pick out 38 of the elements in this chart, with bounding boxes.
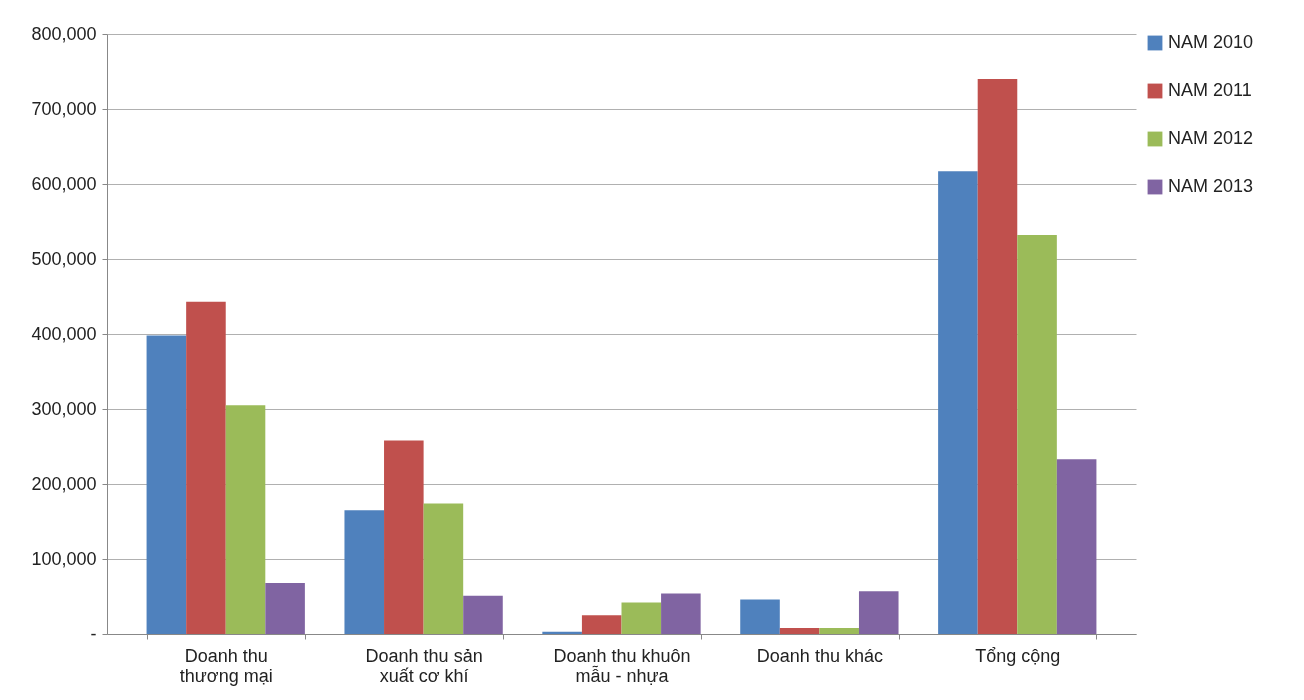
x-tick-label: Tổng cộng bbox=[975, 645, 1061, 666]
bar bbox=[621, 602, 662, 634]
bar bbox=[858, 591, 899, 634]
legend-label: NAM 2012 bbox=[1168, 128, 1254, 148]
legend-label: NAM 2010 bbox=[1168, 32, 1254, 52]
y-tick-label: 600,000 bbox=[31, 173, 97, 194]
x-tick-label: Doanh thu khác bbox=[756, 645, 883, 666]
x-tick-label: Doanh thu khuôn mẫu - nhựa bbox=[553, 645, 691, 686]
x-tick-label: Doanh thu sản xuất cơ khí bbox=[365, 645, 483, 686]
bar bbox=[423, 503, 464, 634]
bar bbox=[977, 79, 1018, 634]
y-tick-label: - bbox=[90, 623, 97, 644]
bar bbox=[819, 628, 859, 634]
bar bbox=[225, 405, 266, 634]
bar bbox=[542, 631, 582, 634]
bar bbox=[265, 583, 305, 634]
bar bbox=[938, 171, 978, 634]
bar bbox=[740, 599, 780, 634]
bar bbox=[463, 595, 503, 634]
y-tick-label: 700,000 bbox=[31, 98, 97, 119]
bar bbox=[661, 593, 701, 634]
legend-label: NAM 2013 bbox=[1168, 176, 1254, 196]
bar bbox=[1017, 235, 1057, 634]
bar bbox=[1056, 459, 1097, 634]
y-tick-label: 300,000 bbox=[31, 398, 97, 419]
x-tick-label: Doanh thu thương mại bbox=[179, 645, 273, 686]
legend-label: NAM 2011 bbox=[1168, 80, 1252, 100]
y-tick-label: 500,000 bbox=[31, 248, 97, 269]
y-tick-label: 400,000 bbox=[31, 323, 97, 344]
bar bbox=[384, 440, 424, 634]
bar bbox=[186, 301, 226, 634]
y-tick-label: 100,000 bbox=[31, 548, 97, 569]
bar bbox=[779, 628, 820, 634]
y-tick-label: 800,000 bbox=[31, 23, 97, 44]
bar bbox=[146, 335, 187, 634]
y-tick-label: 200,000 bbox=[31, 473, 97, 494]
bar bbox=[344, 510, 385, 634]
bar bbox=[581, 615, 622, 634]
